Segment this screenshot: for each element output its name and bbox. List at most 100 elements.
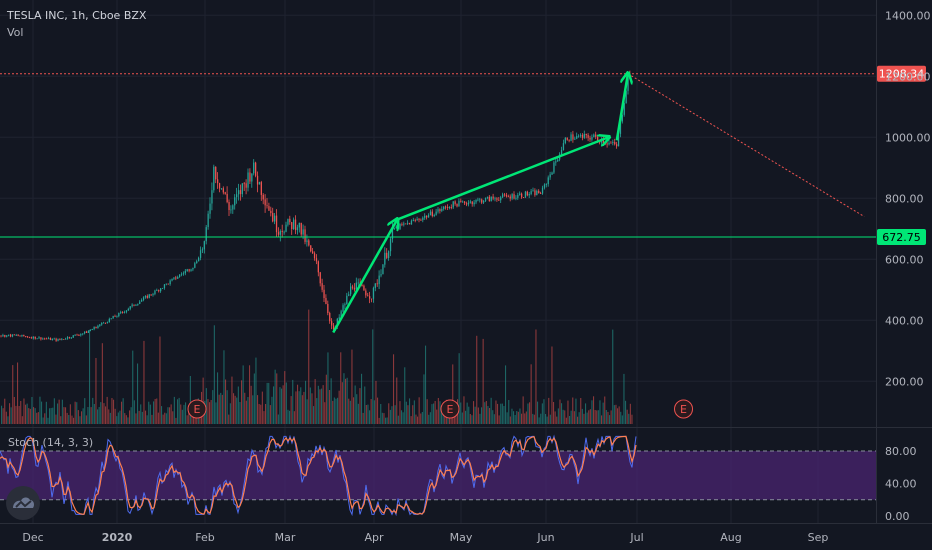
price-candle	[540, 193, 542, 194]
volume-bar	[572, 397, 574, 424]
volume-bar	[234, 395, 236, 424]
price-candle	[365, 290, 367, 296]
price-candle	[604, 143, 606, 145]
price-candle	[606, 143, 608, 145]
volume-bar	[476, 335, 478, 424]
earnings-marker-label: E	[194, 403, 201, 416]
volume-bar	[460, 402, 462, 424]
price-candle	[471, 201, 473, 205]
time-axis-label: Apr	[364, 531, 384, 544]
volume-bar	[317, 385, 319, 424]
volume-bar	[249, 365, 251, 424]
price-candle	[4, 335, 6, 337]
volume-bar	[492, 410, 494, 424]
price-candle	[384, 252, 386, 265]
price-candle	[15, 335, 17, 336]
stoch-label[interactable]: Stoch (14, 3, 3)	[8, 436, 94, 449]
volume-bar	[170, 404, 172, 424]
volume-bar	[533, 414, 535, 424]
price-candle	[167, 283, 169, 285]
price-candle	[239, 190, 242, 195]
price-candle	[426, 215, 428, 218]
volume-bar	[207, 399, 209, 424]
volume-bar	[177, 399, 179, 424]
volume-bar	[1, 405, 3, 424]
tradingview-logo-icon[interactable]	[6, 486, 40, 520]
price-candle	[38, 337, 40, 339]
volume-bar	[316, 398, 318, 424]
volume-bar	[87, 407, 89, 424]
price-candle	[452, 201, 454, 208]
symbol-title[interactable]: TESLA INC, 1h, Cboe BZX	[7, 9, 147, 22]
volume-bar	[439, 401, 441, 424]
price-candle	[317, 261, 319, 273]
volume-bar	[301, 395, 303, 424]
volume-bar	[101, 343, 103, 424]
volume-bar	[237, 386, 239, 424]
price-candle	[547, 177, 549, 185]
volume-bar	[277, 414, 279, 424]
volume-bar	[461, 412, 463, 424]
price-candle	[68, 337, 71, 338]
price-candle	[348, 294, 350, 296]
price-candle	[372, 287, 375, 299]
price-candle	[135, 304, 137, 306]
volume-bar	[298, 391, 300, 424]
volume-bar	[559, 399, 561, 424]
price-candle	[152, 294, 154, 295]
volume-bar	[612, 329, 614, 424]
volume-bar	[453, 414, 455, 424]
volume-bar	[169, 407, 171, 424]
price-candle	[315, 258, 318, 262]
volume-bar	[194, 415, 196, 424]
volume-bar	[281, 388, 283, 424]
price-candle	[509, 196, 511, 199]
price-candle	[517, 195, 519, 198]
price-candle	[76, 334, 78, 336]
volume-bar	[154, 399, 156, 424]
volume-bar	[365, 405, 367, 424]
volume-bar	[236, 397, 238, 424]
price-candle	[612, 142, 614, 143]
volume-bar	[364, 386, 366, 424]
price-candle	[264, 199, 266, 206]
price-candle	[156, 290, 158, 291]
volume-bar	[60, 416, 62, 424]
price-candle	[477, 199, 479, 201]
price-candle	[103, 322, 105, 324]
price-candle	[589, 137, 591, 140]
volume-bar	[404, 367, 406, 424]
volume-bar	[68, 415, 70, 424]
price-candle	[538, 190, 540, 194]
volume-bar	[213, 325, 215, 424]
volume-bar	[585, 403, 587, 424]
price-candle	[545, 184, 547, 185]
volume-bar	[340, 352, 342, 424]
volume-bar	[7, 416, 9, 424]
volume-bar	[289, 410, 291, 424]
volume-bar	[90, 407, 92, 424]
volume-bar	[255, 357, 257, 424]
volume-bar	[113, 399, 115, 424]
volume-bar	[511, 408, 513, 424]
price-candle	[420, 219, 422, 221]
volume-bar	[333, 397, 335, 424]
volume-bar	[79, 416, 81, 424]
price-candle	[80, 334, 82, 336]
volume-bar	[157, 412, 159, 424]
price-candle	[397, 226, 399, 230]
volume-bar	[76, 402, 78, 424]
volume-bar	[567, 400, 569, 424]
price-candle	[564, 137, 566, 143]
volume-bar	[500, 403, 502, 424]
price-candle	[57, 339, 59, 341]
volume-bar	[239, 402, 241, 424]
volume-bar	[17, 362, 19, 424]
price-candle	[142, 297, 145, 300]
price-candle	[104, 322, 107, 324]
volume-bar	[191, 416, 193, 424]
price-candle	[304, 229, 306, 242]
earnings-marker	[674, 399, 694, 419]
price-candle	[23, 334, 25, 337]
